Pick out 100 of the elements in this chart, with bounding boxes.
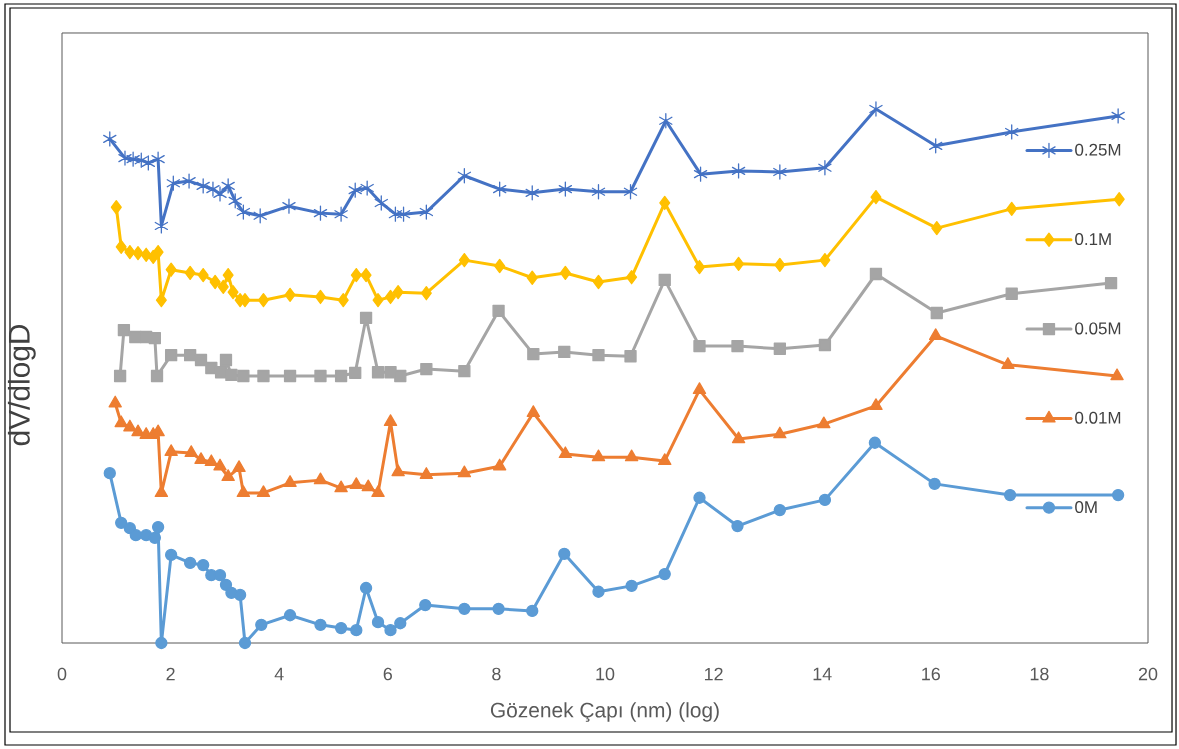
point (558, 446, 573, 459)
point (182, 173, 196, 189)
point (396, 206, 411, 222)
point (592, 585, 605, 598)
point (420, 286, 432, 301)
point (419, 204, 434, 220)
point (731, 339, 744, 353)
point (1005, 287, 1018, 300)
point (123, 419, 137, 432)
legend-label: 0.25M (1075, 143, 1121, 156)
point (1110, 368, 1124, 381)
point (526, 270, 538, 285)
point (457, 465, 472, 478)
point (371, 366, 385, 379)
point (773, 503, 786, 517)
point (349, 366, 362, 379)
point (257, 369, 270, 383)
point (659, 113, 673, 129)
point (624, 449, 639, 462)
point (693, 339, 706, 353)
point (928, 138, 943, 154)
point (359, 311, 373, 324)
point (118, 150, 132, 166)
point (525, 185, 539, 201)
point (818, 160, 832, 176)
point (238, 636, 252, 650)
point (313, 205, 328, 221)
point (194, 452, 208, 464)
point (141, 155, 156, 171)
point (284, 287, 296, 302)
point (773, 342, 786, 355)
point (126, 151, 140, 167)
x-tick-label: 20 (1138, 667, 1158, 681)
point (1006, 201, 1018, 216)
point (124, 244, 136, 260)
point (626, 270, 638, 285)
point (928, 477, 941, 491)
point (184, 556, 197, 570)
point (283, 369, 297, 383)
point (165, 262, 177, 277)
point (213, 458, 227, 471)
point (360, 267, 372, 283)
point (164, 444, 178, 456)
point (334, 621, 348, 635)
x-tick-label: 4 (274, 667, 284, 681)
point (348, 182, 362, 198)
x-tick-label: 0 (57, 667, 67, 681)
x-tick-label: 14 (813, 667, 832, 681)
point (115, 239, 127, 254)
point (692, 382, 707, 395)
point (129, 528, 142, 542)
point (184, 265, 196, 281)
point (221, 469, 235, 482)
point (558, 181, 573, 197)
legend-label: 0M (1075, 501, 1097, 514)
point (383, 414, 398, 427)
point (591, 449, 606, 462)
point (869, 267, 883, 281)
point (113, 369, 127, 383)
x-tick-label: 6 (383, 667, 392, 681)
point (227, 285, 239, 300)
legend-label: 0.05M (1075, 322, 1121, 335)
point (391, 464, 405, 477)
point (196, 178, 210, 194)
point (236, 485, 251, 498)
point (257, 293, 269, 308)
point (526, 405, 541, 417)
point (458, 252, 470, 268)
point (103, 467, 116, 480)
point (928, 328, 943, 341)
point (773, 426, 787, 439)
point (623, 184, 638, 200)
point (313, 472, 328, 485)
point (388, 206, 403, 222)
point (818, 493, 832, 507)
point (213, 186, 227, 202)
point (110, 200, 122, 215)
point (114, 415, 128, 428)
point (592, 349, 605, 362)
point (213, 569, 227, 582)
point (492, 602, 505, 615)
point (204, 454, 219, 467)
point (232, 460, 246, 472)
legend-label: 0.1M (1075, 233, 1111, 246)
point (225, 368, 238, 382)
point (384, 289, 397, 305)
point (222, 267, 234, 283)
point (253, 208, 267, 224)
point (166, 175, 181, 191)
point (164, 548, 178, 562)
point (733, 256, 745, 272)
point (155, 636, 168, 650)
point (1004, 124, 1019, 140)
point (558, 547, 571, 560)
point (869, 101, 883, 117)
point (148, 331, 161, 345)
point (558, 345, 571, 359)
point (458, 602, 471, 615)
point (372, 293, 384, 308)
point (1113, 192, 1125, 207)
